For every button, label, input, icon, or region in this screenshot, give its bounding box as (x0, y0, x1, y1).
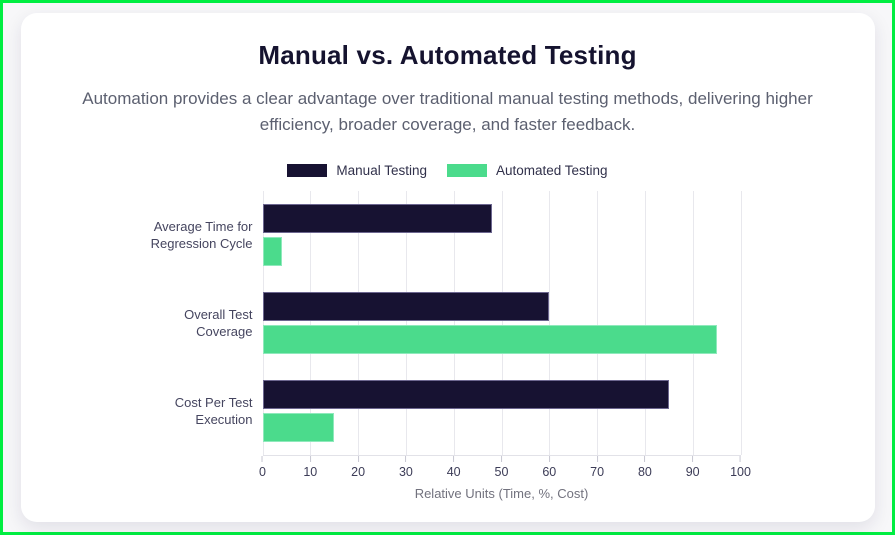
x-axis-tick: 100 (730, 456, 751, 479)
bar-groups (262, 191, 741, 455)
grid-line (597, 191, 599, 455)
bar-automated-testing (262, 325, 717, 354)
x-axis-tick: 90 (686, 456, 700, 479)
category-label: Average Time for Regression Cycle (150, 219, 253, 251)
x-axis-tick: 50 (495, 456, 508, 479)
legend-item-manual-testing[interactable]: Manual Testing (287, 163, 427, 178)
page-subtitle: Automation provides a clear advantage ov… (82, 89, 813, 134)
grid-line (453, 191, 455, 455)
grid-line (549, 191, 551, 455)
chart: Manual Testing Automated Testing Average… (21, 163, 875, 501)
bar-manual-testing (262, 204, 492, 233)
chart-body: Average Time for Regression Cycle Overall… (133, 191, 875, 456)
grid-line (262, 191, 264, 455)
bar-automated-testing (262, 237, 282, 266)
page-title: Manual vs. Automated Testing (258, 40, 637, 70)
bar-group (262, 191, 741, 279)
grid-line (310, 191, 312, 455)
chart-card: Manual vs. Automated Testing Automation … (20, 13, 875, 522)
grid-line (358, 191, 360, 455)
x-axis-tick: 80 (638, 456, 652, 479)
x-axis-tick: 70 (590, 456, 604, 479)
bar-manual-testing (262, 292, 550, 321)
x-axis-tick: 20 (351, 456, 365, 479)
x-axis-tick: 60 (542, 456, 556, 479)
legend-swatch (287, 164, 328, 177)
bar-automated-testing (262, 413, 335, 442)
x-axis-tick: 40 (447, 456, 461, 479)
plot-area (262, 191, 742, 456)
grid-line (692, 191, 694, 455)
legend-label: Manual Testing (336, 163, 427, 178)
x-axis-ticks: 0 10 20 30 40 50 60 70 80 90 100 (259, 456, 751, 482)
category-label: Cost Per Test Execution (174, 395, 253, 427)
grid-line (740, 191, 742, 455)
bar-group (262, 279, 741, 367)
grid-line (501, 191, 503, 455)
category-labels: Average Time for Regression Cycle Overall… (133, 191, 263, 456)
chart-legend: Manual Testing Automated Testing (21, 163, 875, 178)
legend-swatch (446, 164, 487, 177)
grid-line (644, 191, 646, 455)
legend-label: Automated Testing (495, 163, 608, 178)
x-axis-title: Relative Units (Time, %, Cost) (414, 486, 589, 501)
x-axis-tick: 0 (259, 456, 266, 479)
x-axis-tick: 30 (399, 456, 413, 479)
legend-item-automated-testing[interactable]: Automated Testing (446, 163, 608, 178)
grid-line (405, 191, 407, 455)
bar-manual-testing (262, 380, 669, 409)
bar-group (262, 367, 741, 455)
x-axis-tick: 10 (303, 456, 317, 479)
category-label: Overall Test Coverage (184, 307, 253, 339)
